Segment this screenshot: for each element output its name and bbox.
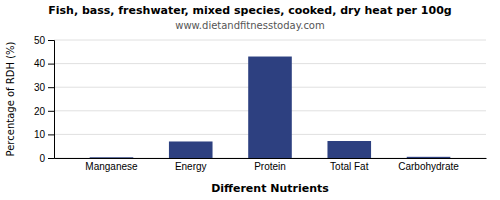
chart-container: Fish, bass, freshwater, mixed species, c…: [0, 0, 500, 200]
y-tick-mark: [48, 134, 54, 135]
x-tick: Total Fat: [330, 161, 369, 172]
bar: [327, 141, 371, 158]
y-tick-mark: [48, 158, 54, 159]
x-tick-label: Manganese: [85, 161, 138, 172]
x-axis: Manganese Energy Protein Total Fat Carbohydr…: [55, 159, 487, 173]
grid: [54, 40, 486, 158]
x-tick: Energy: [175, 161, 207, 172]
subtitle: www.dietandfitnesstoday.com: [175, 20, 324, 31]
bar: [169, 141, 213, 158]
grid-line: [54, 40, 486, 41]
y-tick-label: 20: [34, 106, 46, 117]
x-axis-line: [55, 158, 487, 159]
y-tick: 10: [34, 129, 54, 140]
y-tick-mark: [48, 64, 54, 65]
y-tick: 40: [34, 58, 54, 69]
y-axis-title: Percentage of RDH (%): [5, 41, 16, 156]
x-tick-label: Energy: [175, 161, 207, 172]
y-tick: 50: [34, 35, 54, 46]
y-tick-label: 40: [34, 58, 46, 69]
y-tick-label: 50: [34, 35, 46, 46]
y-tick-label: 10: [34, 129, 46, 140]
y-axis: 0 10 20 30 40 50: [34, 35, 55, 164]
title: Fish, bass, freshwater, mixed species, c…: [48, 4, 451, 17]
bar: [248, 57, 292, 158]
bars: [90, 57, 451, 158]
y-tick-label: 0: [39, 153, 45, 164]
y-tick-label: 30: [34, 82, 46, 93]
bar: [90, 157, 134, 158]
x-tick: Manganese: [85, 161, 138, 172]
x-tick: Protein: [254, 161, 286, 172]
y-tick-mark: [48, 87, 54, 88]
y-axis-line: [48, 41, 55, 159]
x-tick: Carbohydrate: [398, 161, 459, 172]
y-tick-mark: [48, 111, 54, 112]
x-tick-label: Total Fat: [330, 161, 369, 172]
y-tick: 0: [39, 153, 54, 164]
x-tick-label: Protein: [254, 161, 286, 172]
y-tick-mark: [48, 40, 54, 41]
chart-svg: Fish, bass, freshwater, mixed species, c…: [0, 0, 500, 200]
bar: [407, 157, 451, 158]
y-tick: 30: [34, 82, 54, 93]
x-axis-title: Different Nutrients: [211, 182, 329, 195]
x-tick-label: Carbohydrate: [398, 161, 459, 172]
plot-area: 0 10 20 30 40 50 Manganese Energy Protein Total F…: [34, 35, 487, 172]
y-tick: 20: [34, 106, 54, 117]
